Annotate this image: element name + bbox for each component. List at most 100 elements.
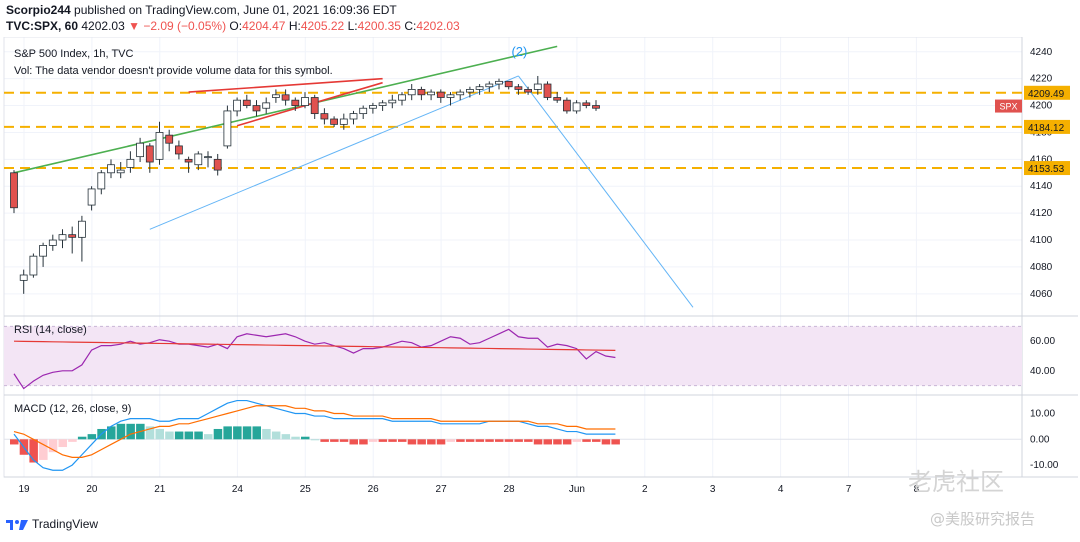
macd-histogram-bar [485, 439, 494, 442]
symbol-label: TVC:SPX, 60 [6, 19, 79, 33]
candle [291, 99, 300, 106]
price-label: 4184.12 [1024, 119, 1070, 134]
price-tick-label: 4160 [1030, 154, 1053, 165]
tradingview-brand: TradingView [32, 517, 99, 531]
down-arrow-icon: ▼ [128, 19, 140, 33]
macd-histogram-bar [436, 439, 446, 445]
high-label: H: [288, 19, 301, 33]
price-label-text: 4209.49 [1028, 89, 1065, 100]
tradingview-logo[interactable]: TradingView [6, 517, 98, 531]
candle [301, 97, 309, 106]
ohlc-header: TVC:SPX, 60 4202.03 ▼ −2.09 (−0.05%) O:4… [6, 19, 460, 33]
price-label-bg [1024, 85, 1070, 100]
candle [485, 83, 494, 88]
candle [242, 99, 251, 106]
candle [29, 255, 38, 276]
x-tick-label: 20 [86, 484, 98, 495]
candle [233, 99, 242, 112]
candle [533, 83, 542, 90]
candle [378, 102, 387, 106]
candle [407, 89, 416, 96]
macd-histogram-bar [427, 439, 436, 445]
candle [330, 118, 339, 125]
macd-histogram-bar [582, 439, 591, 442]
candle [252, 105, 261, 112]
price-label: 4153.53 [1024, 161, 1070, 176]
macd-histogram-bar [330, 439, 339, 442]
chart-canvas[interactable]: 19 20 21 24 25 26 27 28 Jun 2 3 4 7 8 4060 4080 4100 4120… [0, 37, 1080, 505]
open-value: 4204.47 [242, 19, 286, 33]
rsi-tick-label: 40.00 [1030, 366, 1055, 377]
macd-histogram-bar [29, 439, 38, 463]
candle [446, 94, 455, 98]
price-tick-label: 4240 [1030, 47, 1053, 58]
price-tick-label: 4140 [1030, 181, 1053, 192]
macd-histogram-bar [514, 439, 523, 442]
candle [524, 89, 532, 93]
chart-title: S&P 500 Index, 1h, TVC [14, 48, 134, 60]
price-tick-label: 4200 [1030, 101, 1053, 112]
candle [87, 188, 96, 206]
x-tick-label: 26 [368, 484, 380, 495]
candle [359, 107, 368, 115]
macd-histogram-bar [524, 439, 533, 442]
candle [475, 86, 484, 90]
candle [310, 97, 319, 115]
x-tick-label: 28 [503, 484, 515, 495]
candle [514, 86, 523, 90]
trendline [13, 45, 558, 174]
price-label-text: 4184.12 [1028, 123, 1065, 134]
price-tick-label: 4100 [1030, 235, 1053, 246]
publish-header: Scorpio244 published on TradingView.com,… [6, 3, 397, 17]
macd-histogram-bar [562, 439, 572, 445]
macd-tick-label: -10.00 [1030, 460, 1059, 471]
macd-histogram-bar [262, 428, 271, 440]
x-tick-label: 27 [436, 484, 448, 495]
candle [592, 105, 600, 109]
author-name[interactable]: Scorpio244 [6, 3, 71, 17]
macd-histogram-bar [504, 439, 514, 442]
macd-histogram-bar [165, 431, 174, 440]
candle [165, 134, 174, 144]
macd-histogram-bar [204, 434, 213, 440]
x-tick-label: 21 [154, 484, 166, 495]
macd-histogram-bar [194, 431, 203, 440]
macd-histogram-bar [446, 439, 455, 442]
price-tick-label: 4080 [1030, 262, 1053, 273]
symbol-badge-bg [995, 99, 1022, 113]
x-tick-label: Jun [569, 484, 585, 495]
macd-histogram-bar [107, 426, 116, 440]
macd-histogram-bar [242, 426, 252, 440]
macd-histogram-bar [10, 439, 19, 445]
candle [271, 94, 280, 98]
high-value: 4205.22 [300, 19, 345, 33]
publish-text: published on TradingView.com, June 01, 2… [74, 3, 397, 17]
macd-histogram-bar [456, 439, 465, 442]
macd-histogram-bar [611, 439, 620, 445]
macd-histogram-bar [145, 426, 155, 440]
symbol-badge-text: SPX [999, 102, 1017, 112]
x-tick-label: 8 [914, 484, 920, 495]
candle [417, 89, 426, 96]
macd-histogram-bar [475, 439, 485, 442]
macd-histogram-bar [301, 436, 310, 440]
macd-histogram-bar [417, 439, 426, 445]
rsi-band [4, 326, 1022, 386]
candle [495, 80, 503, 85]
candle [553, 97, 562, 101]
close-value: 4202.03 [416, 19, 460, 33]
macd-histogram-bar [174, 431, 184, 440]
candle [194, 153, 203, 166]
candle [368, 105, 377, 109]
macd-histogram-bar [223, 426, 232, 440]
candle [204, 156, 212, 159]
rsi-tick-label: 60.00 [1030, 336, 1055, 347]
price-tick-label: 4220 [1030, 74, 1053, 85]
price-tick-label: 4060 [1030, 289, 1053, 300]
macd-histogram-bar [592, 439, 601, 442]
x-tick-label: 19 [18, 484, 30, 495]
macd-histogram-bar [572, 439, 582, 442]
low-value: 4200.35 [357, 19, 401, 33]
trendline [518, 75, 694, 308]
candle [97, 172, 106, 190]
